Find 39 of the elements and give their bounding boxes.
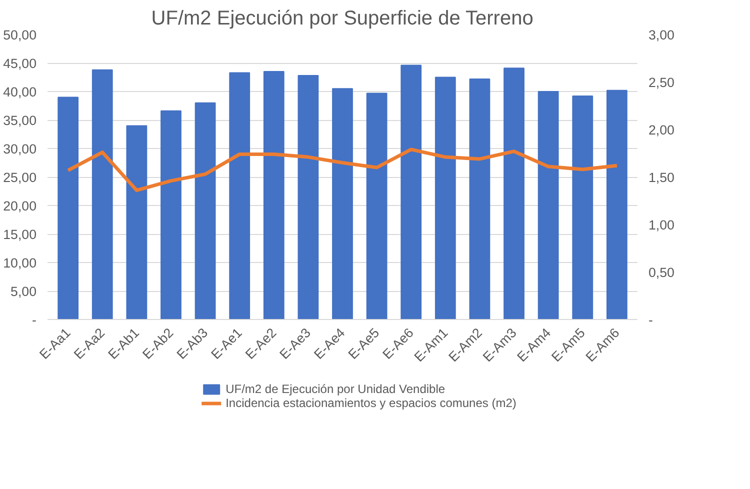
bar [434,76,456,320]
bar [504,68,524,320]
bar [538,91,559,320]
bar [160,110,182,320]
y-tick-label: - [32,312,37,328]
bar [58,96,79,320]
legend-label: Incidencia estacionamientos y espacios comunes (m2) [226,396,516,410]
y2-tick-label: 0,50 [648,265,674,280]
y-tick-label: 50,00 [3,28,37,42]
bar [606,90,628,320]
bar [332,88,353,320]
y-tick-label: 25,00 [3,170,37,185]
y-tick-label: 15,00 [3,227,37,242]
legend-label: UF/m2 de Ejecución por Unidad Vendible [226,382,446,396]
bar [298,75,319,320]
y2-tick-label: - [648,312,653,328]
y2-tick-label: 2,50 [648,75,674,90]
bar [366,92,388,320]
y-tick-label: 40,00 [3,84,37,100]
bar [92,69,113,320]
chart-title: UF/m2 Ejecución por Superficie de Terreno [151,8,534,30]
bar [126,125,148,320]
y-tick-label: 20,00 [3,198,37,214]
bar [194,102,216,320]
bar [469,78,490,320]
y-tick-label: 5,00 [10,284,37,299]
bar [229,72,250,320]
bar [263,71,284,320]
y2-tick-label: 1,00 [648,218,674,232]
bar [572,96,594,320]
y2-tick-label: 3,00 [648,28,674,42]
bar [400,64,422,320]
y-tick-label: 10,00 [3,256,37,270]
line-series [66,148,619,192]
y-tick-label: 45,00 [3,56,37,71]
y-tick-label: 35,00 [3,113,37,128]
y2-tick-label: 1,50 [648,170,674,185]
y2-tick-label: 2,00 [648,122,674,138]
y-tick-label: 30,00 [3,142,37,156]
